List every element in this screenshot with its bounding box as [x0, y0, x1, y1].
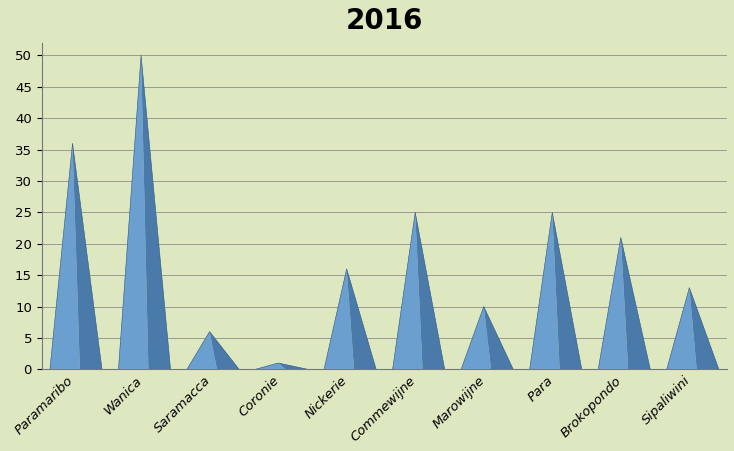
- Polygon shape: [187, 331, 217, 369]
- Polygon shape: [278, 363, 308, 369]
- Polygon shape: [598, 237, 628, 369]
- Polygon shape: [324, 269, 354, 369]
- Polygon shape: [50, 143, 80, 369]
- Polygon shape: [210, 331, 239, 369]
- Polygon shape: [461, 307, 491, 369]
- Polygon shape: [73, 143, 102, 369]
- Polygon shape: [621, 237, 650, 369]
- Polygon shape: [118, 55, 148, 369]
- Title: 2016: 2016: [346, 7, 423, 35]
- Polygon shape: [393, 212, 423, 369]
- Polygon shape: [484, 307, 513, 369]
- Polygon shape: [255, 363, 286, 369]
- Polygon shape: [689, 288, 719, 369]
- Polygon shape: [141, 55, 170, 369]
- Polygon shape: [666, 288, 697, 369]
- Polygon shape: [346, 269, 376, 369]
- Polygon shape: [415, 212, 445, 369]
- Polygon shape: [530, 212, 559, 369]
- Polygon shape: [552, 212, 582, 369]
